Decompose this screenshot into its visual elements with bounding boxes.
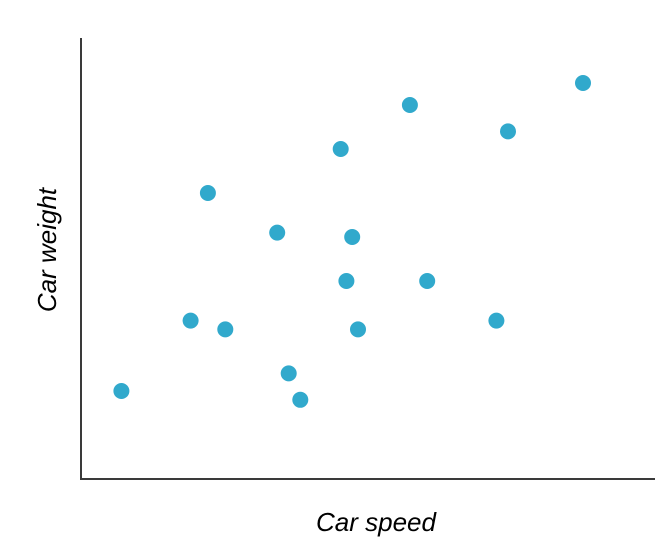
data-point-15 xyxy=(500,123,516,140)
data-point-16 xyxy=(575,75,591,91)
data-point-10 xyxy=(344,229,361,245)
data-point-7 xyxy=(292,391,309,408)
data-point-8 xyxy=(332,141,349,157)
data-point-6 xyxy=(280,365,297,382)
data-point-5 xyxy=(269,224,286,241)
data-point-11 xyxy=(350,321,366,338)
data-point-4 xyxy=(217,321,234,338)
data-point-13 xyxy=(419,273,436,289)
data-point-9 xyxy=(338,273,355,289)
x-axis-title: Car speed xyxy=(316,507,437,537)
data-point-12 xyxy=(401,97,418,113)
data-points xyxy=(113,75,591,408)
data-point-3 xyxy=(199,185,216,201)
data-point-14 xyxy=(488,312,505,329)
y-axis-title: Car weight xyxy=(32,186,62,312)
data-point-2 xyxy=(182,312,199,329)
data-point-1 xyxy=(113,383,130,399)
